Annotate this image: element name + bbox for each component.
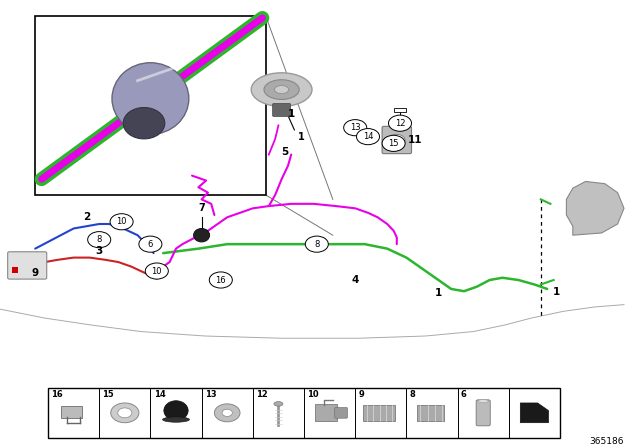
Circle shape (388, 134, 405, 146)
FancyBboxPatch shape (382, 126, 412, 154)
Text: 12: 12 (395, 119, 405, 128)
Ellipse shape (112, 63, 189, 134)
Text: 1: 1 (298, 132, 305, 142)
Polygon shape (520, 403, 548, 423)
Text: 4: 4 (351, 275, 359, 285)
Circle shape (209, 272, 232, 288)
Text: 10: 10 (116, 217, 127, 226)
Text: 365186: 365186 (589, 437, 624, 446)
Polygon shape (394, 108, 406, 112)
Text: 5: 5 (281, 147, 289, 157)
Circle shape (88, 232, 111, 248)
Text: 15: 15 (388, 139, 399, 148)
Circle shape (118, 408, 132, 418)
Ellipse shape (252, 73, 312, 107)
Text: 12: 12 (256, 390, 268, 399)
Circle shape (356, 129, 380, 145)
Circle shape (305, 236, 328, 252)
Circle shape (145, 263, 168, 279)
Text: 16: 16 (51, 390, 63, 399)
Text: 10: 10 (307, 390, 319, 399)
Bar (363, 405, 395, 421)
Text: 8: 8 (97, 235, 102, 244)
Text: 9: 9 (31, 268, 39, 278)
Circle shape (382, 135, 405, 151)
Polygon shape (566, 181, 624, 235)
Text: 7: 7 (198, 203, 205, 213)
FancyBboxPatch shape (476, 400, 490, 426)
Text: 14: 14 (154, 390, 165, 399)
Circle shape (111, 403, 139, 423)
Text: 10: 10 (152, 267, 162, 276)
Text: 1: 1 (287, 109, 295, 119)
Bar (417, 405, 444, 421)
Text: 13: 13 (205, 390, 216, 399)
Circle shape (110, 214, 133, 230)
FancyBboxPatch shape (61, 406, 82, 418)
Circle shape (344, 120, 367, 136)
FancyBboxPatch shape (335, 408, 348, 418)
Text: 3: 3 (95, 246, 103, 256)
Ellipse shape (193, 228, 210, 242)
Text: 8: 8 (314, 240, 319, 249)
Ellipse shape (275, 86, 289, 94)
Text: 1: 1 (435, 288, 442, 297)
Ellipse shape (264, 80, 300, 99)
Text: 14: 14 (363, 132, 373, 141)
Ellipse shape (163, 417, 189, 422)
Text: 8: 8 (410, 390, 415, 399)
FancyBboxPatch shape (8, 252, 47, 279)
Text: 16: 16 (216, 276, 226, 284)
Ellipse shape (164, 401, 188, 420)
Bar (12, 267, 18, 273)
Bar (35, 16, 266, 195)
Bar (48, 388, 560, 438)
Text: 1: 1 (553, 287, 561, 297)
Text: 13: 13 (350, 123, 360, 132)
Text: 9: 9 (358, 390, 364, 399)
FancyBboxPatch shape (273, 103, 291, 116)
Text: 6: 6 (148, 240, 153, 249)
Circle shape (214, 404, 240, 422)
Text: 6: 6 (461, 390, 467, 399)
Circle shape (139, 236, 162, 252)
Circle shape (222, 409, 232, 417)
Circle shape (388, 115, 412, 131)
Text: 2: 2 (83, 212, 90, 222)
Text: 11: 11 (408, 135, 422, 145)
Ellipse shape (123, 108, 165, 139)
Ellipse shape (478, 400, 488, 403)
Ellipse shape (274, 401, 283, 406)
Text: 15: 15 (102, 390, 114, 399)
FancyBboxPatch shape (315, 404, 337, 421)
